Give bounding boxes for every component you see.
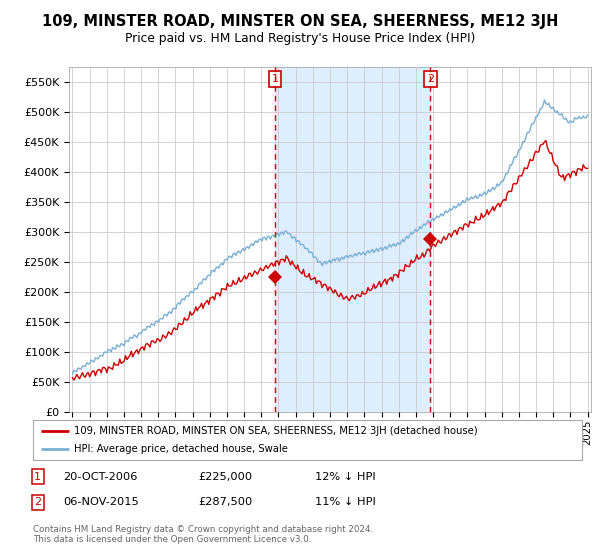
Text: 20-OCT-2006: 20-OCT-2006 xyxy=(63,472,137,482)
Text: 11% ↓ HPI: 11% ↓ HPI xyxy=(315,497,376,507)
Text: 12% ↓ HPI: 12% ↓ HPI xyxy=(315,472,376,482)
Text: 1: 1 xyxy=(34,472,41,482)
Text: Price paid vs. HM Land Registry's House Price Index (HPI): Price paid vs. HM Land Registry's House … xyxy=(125,32,475,45)
Text: 1: 1 xyxy=(272,74,278,84)
Text: Contains HM Land Registry data © Crown copyright and database right 2024.
This d: Contains HM Land Registry data © Crown c… xyxy=(33,525,373,544)
Text: HPI: Average price, detached house, Swale: HPI: Average price, detached house, Swal… xyxy=(74,445,288,454)
Text: 06-NOV-2015: 06-NOV-2015 xyxy=(63,497,139,507)
Bar xyxy=(275,67,430,412)
Text: £287,500: £287,500 xyxy=(198,497,252,507)
Text: 109, MINSTER ROAD, MINSTER ON SEA, SHEERNESS, ME12 3JH (detached house): 109, MINSTER ROAD, MINSTER ON SEA, SHEER… xyxy=(74,426,478,436)
Text: 2: 2 xyxy=(427,74,434,84)
Text: 2: 2 xyxy=(34,497,41,507)
Text: £225,000: £225,000 xyxy=(198,472,252,482)
Text: 109, MINSTER ROAD, MINSTER ON SEA, SHEERNESS, ME12 3JH: 109, MINSTER ROAD, MINSTER ON SEA, SHEER… xyxy=(42,14,558,29)
